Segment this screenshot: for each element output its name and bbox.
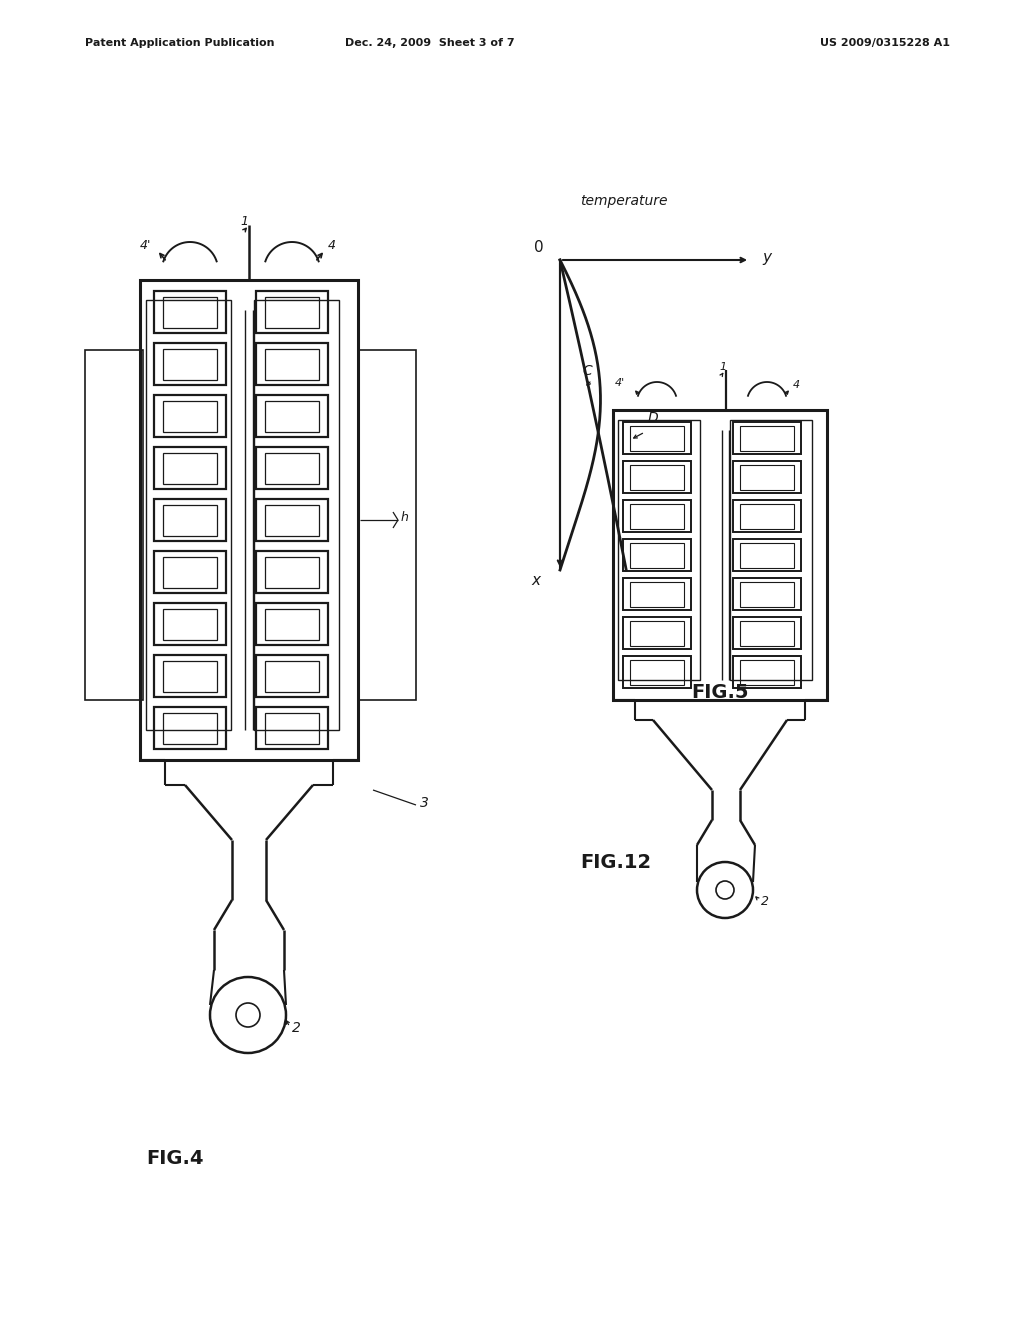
Bar: [733, 578, 801, 610]
Text: FIG.12: FIG.12: [580, 853, 651, 873]
Text: y: y: [762, 249, 771, 265]
Text: Patent Application Publication: Patent Application Publication: [85, 38, 274, 48]
Bar: [630, 465, 684, 490]
Bar: [265, 557, 319, 587]
Bar: [256, 550, 328, 593]
Bar: [256, 603, 328, 645]
Bar: [163, 506, 217, 536]
Bar: [154, 603, 226, 645]
Bar: [623, 500, 691, 532]
Circle shape: [697, 862, 753, 917]
Bar: [163, 557, 217, 587]
Bar: [733, 539, 801, 572]
Bar: [733, 500, 801, 532]
Bar: [256, 447, 328, 488]
Text: Dec. 24, 2009  Sheet 3 of 7: Dec. 24, 2009 Sheet 3 of 7: [345, 38, 515, 48]
Bar: [623, 461, 691, 492]
Bar: [630, 660, 684, 685]
Text: 2: 2: [292, 1020, 301, 1035]
Bar: [163, 661, 217, 692]
Bar: [154, 447, 226, 488]
Bar: [623, 578, 691, 610]
Bar: [154, 395, 226, 437]
Text: temperature: temperature: [580, 194, 668, 209]
Circle shape: [210, 977, 286, 1053]
Text: 1: 1: [240, 215, 248, 228]
Bar: [140, 280, 358, 760]
Bar: [740, 426, 794, 451]
Bar: [740, 465, 794, 490]
Bar: [358, 350, 416, 700]
Text: 1: 1: [719, 362, 726, 372]
Text: 0: 0: [535, 240, 544, 255]
Text: h: h: [401, 511, 409, 524]
Bar: [623, 422, 691, 454]
Bar: [256, 708, 328, 748]
Bar: [630, 543, 684, 568]
Text: 4': 4': [140, 239, 152, 252]
Text: US 2009/0315228 A1: US 2009/0315228 A1: [820, 38, 950, 48]
Bar: [265, 609, 319, 640]
Bar: [163, 297, 217, 327]
Bar: [740, 543, 794, 568]
Bar: [733, 422, 801, 454]
Bar: [618, 420, 700, 680]
Bar: [254, 300, 339, 730]
Bar: [154, 290, 226, 333]
Bar: [740, 582, 794, 607]
Bar: [740, 504, 794, 529]
Bar: [163, 713, 217, 744]
Bar: [623, 616, 691, 649]
Bar: [256, 655, 328, 697]
Bar: [154, 655, 226, 697]
Bar: [265, 661, 319, 692]
Text: FIG.5: FIG.5: [691, 682, 749, 702]
Bar: [730, 420, 812, 680]
Text: D: D: [648, 411, 658, 425]
Bar: [163, 453, 217, 484]
Bar: [623, 539, 691, 572]
Bar: [630, 582, 684, 607]
Text: 4': 4': [615, 378, 625, 388]
Bar: [154, 499, 226, 541]
Bar: [733, 656, 801, 688]
Text: FIG.4: FIG.4: [146, 1148, 204, 1168]
Text: x: x: [531, 573, 540, 587]
Text: C: C: [582, 364, 592, 378]
Bar: [265, 713, 319, 744]
Text: 3: 3: [420, 796, 429, 810]
Bar: [265, 453, 319, 484]
Bar: [163, 401, 217, 432]
Text: 2: 2: [761, 895, 769, 908]
Bar: [146, 300, 231, 730]
Bar: [740, 660, 794, 685]
Bar: [256, 395, 328, 437]
Bar: [265, 348, 319, 380]
Bar: [163, 348, 217, 380]
Bar: [630, 504, 684, 529]
Bar: [630, 620, 684, 645]
Circle shape: [716, 880, 734, 899]
Bar: [265, 401, 319, 432]
Bar: [613, 411, 827, 700]
Bar: [623, 656, 691, 688]
Bar: [154, 550, 226, 593]
Bar: [733, 616, 801, 649]
Bar: [154, 708, 226, 748]
Bar: [85, 350, 143, 700]
Bar: [740, 620, 794, 645]
Text: 4: 4: [793, 380, 800, 389]
Bar: [256, 499, 328, 541]
Bar: [265, 297, 319, 327]
Bar: [630, 426, 684, 451]
Bar: [163, 609, 217, 640]
Bar: [265, 506, 319, 536]
Text: 4: 4: [328, 239, 336, 252]
Bar: [154, 343, 226, 385]
Circle shape: [236, 1003, 260, 1027]
Bar: [256, 290, 328, 333]
Bar: [256, 343, 328, 385]
Bar: [733, 461, 801, 492]
